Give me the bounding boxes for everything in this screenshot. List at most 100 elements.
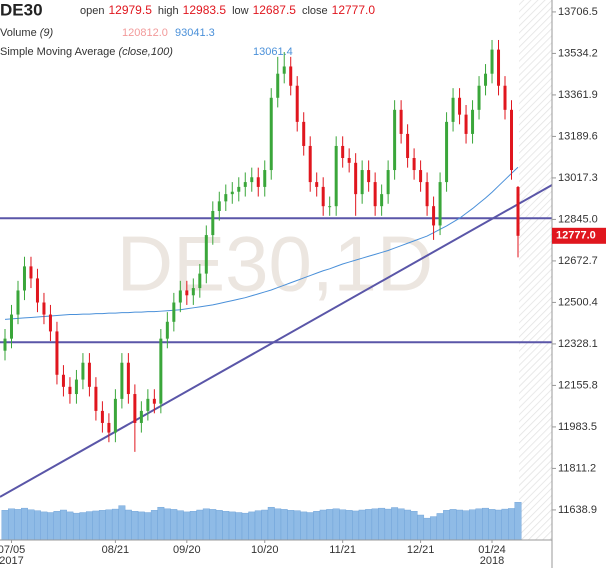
candle-body <box>230 191 234 195</box>
legend-label: high <box>158 5 179 17</box>
volume-bar <box>92 510 100 541</box>
volume-bar <box>79 512 87 541</box>
candle-body <box>315 182 319 187</box>
legend-value: 120812.0 <box>122 27 168 39</box>
volume-bar <box>170 509 178 541</box>
candle-body <box>458 97 462 115</box>
volume-bar <box>111 508 119 541</box>
candle-body <box>497 49 501 86</box>
volume-bar <box>144 512 152 541</box>
volume-bar <box>293 510 301 541</box>
legend-label: low <box>232 5 249 17</box>
candle-body <box>354 162 358 195</box>
candle-body <box>328 206 332 208</box>
volume-bar <box>495 509 502 541</box>
candle-body <box>204 235 208 274</box>
volume-bar <box>404 509 412 541</box>
volume-bar <box>1 510 9 541</box>
candle-body <box>471 109 475 134</box>
candle-body <box>42 302 46 315</box>
candle-body <box>29 266 33 279</box>
candle-body <box>360 170 364 195</box>
legend-value: 12983.5 <box>183 3 227 17</box>
candle-body <box>451 97 455 122</box>
candle-body <box>224 194 228 202</box>
volume-bar <box>378 507 386 541</box>
candle-body <box>432 206 436 226</box>
volume-bar <box>98 510 106 541</box>
volume-bar <box>514 502 522 541</box>
legend-params: (9) <box>40 27 54 39</box>
volume-bar <box>391 507 399 541</box>
volume-bar <box>27 509 35 541</box>
volume-bar <box>488 509 496 541</box>
candle-body <box>399 109 403 134</box>
candle-body <box>3 338 7 351</box>
candle-body <box>419 170 423 183</box>
volume-bar <box>482 507 489 541</box>
candle-body <box>48 314 52 332</box>
x-tick-label: 12/21 <box>407 544 435 556</box>
legend-value: 93041.3 <box>175 27 215 39</box>
price-tag <box>552 227 606 244</box>
volume-bar <box>202 508 210 541</box>
candle-body <box>380 194 384 207</box>
candle-body <box>367 170 371 183</box>
legend-value: 13061.4 <box>253 46 293 58</box>
y-tick-label: 12845.0 <box>558 213 598 225</box>
candle-body <box>412 158 416 171</box>
candle-body <box>68 386 72 395</box>
candle-body <box>373 182 377 207</box>
candle-body <box>120 362 124 399</box>
candle-body <box>16 290 20 315</box>
volume-bar <box>300 511 308 541</box>
volume-bar <box>189 511 197 541</box>
volume-bar <box>235 512 243 541</box>
candle-body <box>107 422 111 433</box>
x-tick-label: 08/21 <box>102 544 130 556</box>
volume-bar <box>105 509 113 541</box>
sma-line <box>4 166 519 320</box>
candle-body <box>81 362 85 380</box>
candle-body <box>308 145 312 183</box>
x-tick-label: 11/21 <box>329 544 356 556</box>
candle-body <box>146 398 150 411</box>
volume-bar <box>248 511 256 541</box>
candle-body <box>113 398 117 433</box>
candle-body <box>94 386 98 411</box>
volume-bar <box>417 514 425 541</box>
volume-bar <box>280 509 288 541</box>
volume-bar <box>8 508 15 541</box>
candle-body <box>243 182 247 187</box>
y-tick-label: 11638.9 <box>558 504 597 516</box>
volume-bar <box>313 511 321 541</box>
volume-bar <box>365 509 373 541</box>
candle-body <box>35 278 39 303</box>
y-tick-label: 11983.5 <box>558 421 597 433</box>
y-tick-label: 13534.2 <box>558 47 598 59</box>
volume-bar <box>176 510 184 541</box>
candle-body <box>126 362 130 395</box>
volume-bar <box>501 508 509 541</box>
x-tick-label: 09/20 <box>173 544 201 556</box>
volume-bar <box>261 509 269 541</box>
volume-legend: Volume (9) <box>0 27 54 39</box>
volume-bar <box>267 506 275 541</box>
x-tick-label: 10/20 <box>251 544 279 556</box>
volume-bar <box>85 511 93 541</box>
x-tick-label: 01/24 <box>478 544 506 556</box>
candle-body <box>406 133 410 159</box>
volume-bar <box>72 512 80 541</box>
candle-body <box>393 109 397 171</box>
x-year-label: 2017 <box>0 555 24 567</box>
y-tick-label: 13706.5 <box>558 6 598 18</box>
volume-bar <box>241 512 249 541</box>
sma-legend: Simple Moving Average (close,100) <box>0 46 173 58</box>
volume-bar <box>209 509 217 541</box>
candle-body <box>133 394 137 423</box>
candle-body <box>464 114 468 134</box>
volume-bar <box>397 508 405 541</box>
candle-body <box>152 398 156 404</box>
volume-bar <box>306 512 314 541</box>
